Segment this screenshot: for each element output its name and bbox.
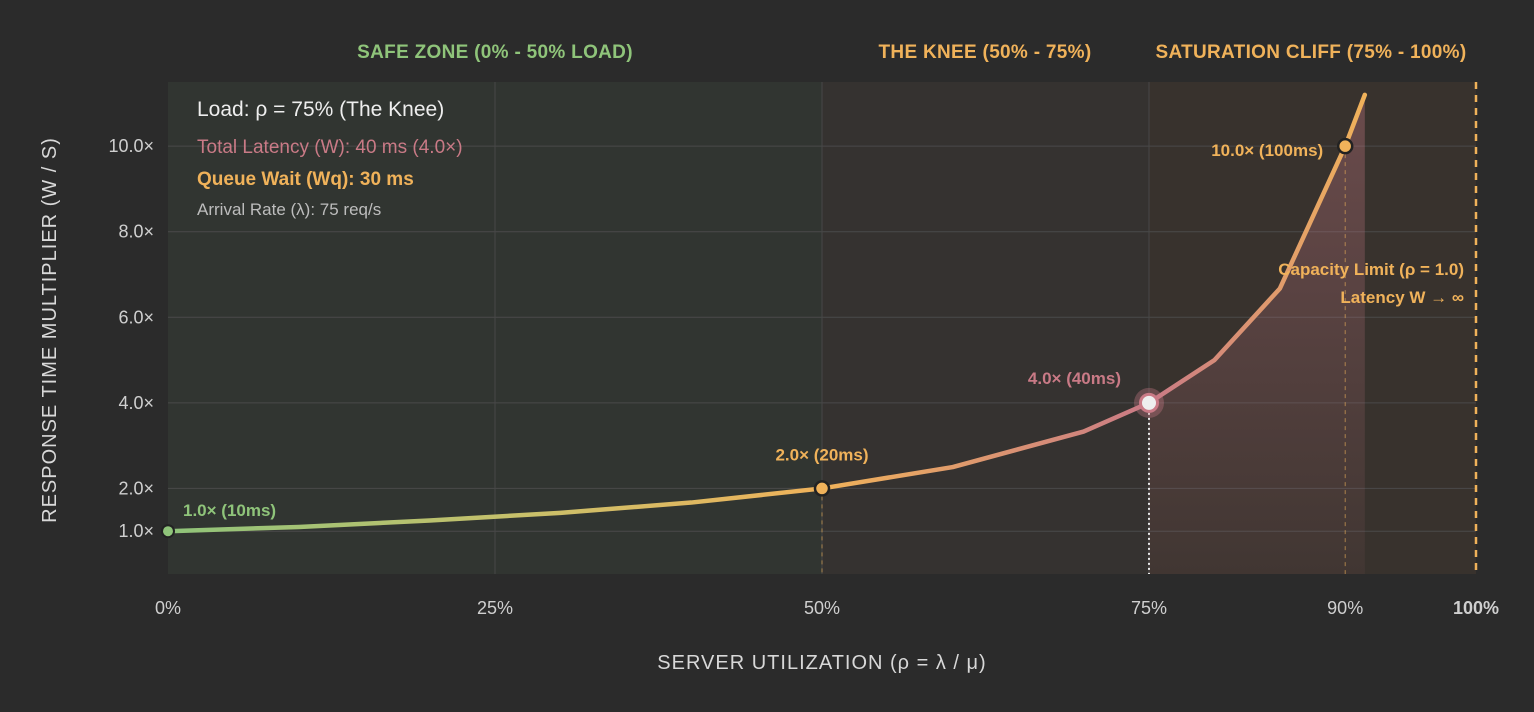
info-total-latency: Total Latency (W): 40 ms (4.0×) (197, 137, 463, 158)
y-tick-label-3: 6.0× (118, 307, 154, 327)
info-queue-wait: Queue Wait (Wq): 30 ms (197, 169, 414, 190)
x-tick-label-3: 75% (1131, 598, 1167, 618)
point-marker-0 (161, 524, 175, 539)
point-label-1: 2.0× (20ms) (775, 445, 868, 464)
y-axis-title: RESPONSE TIME MULTIPLIER (W / S) (39, 137, 61, 523)
tick-labels: 1.0× 2.0× 4.0× 6.0× 8.0× 10.0× 0% 25% 50% 75% 90% 1… (108, 136, 1499, 618)
y-tick-label-5: 10.0× (108, 136, 154, 156)
x-tick-label-0: 0% (155, 598, 181, 618)
point-marker-3 (1336, 137, 1354, 155)
info-load: Load: ρ = 75% (The Knee) (197, 98, 444, 121)
cliff-area-fill (1149, 94, 1365, 575)
zone-bg-knee (822, 82, 1149, 574)
series-lines (165, 92, 1368, 534)
point-label-2: 4.0× (40ms) (1028, 369, 1121, 388)
selected-marker (1139, 392, 1159, 413)
zone-title-knee: THE KNEE (50% - 75%) (879, 42, 1092, 63)
guide-lines (821, 82, 1478, 574)
y-tick-label-1: 2.0× (118, 478, 154, 498)
info-arrival-rate: Arrival Rate (λ): 75 req/s (197, 200, 381, 219)
point-label-3: 10.0× (100ms) (1211, 141, 1323, 160)
zone-title-safe: SAFE ZONE (0% - 50% LOAD) (357, 42, 633, 63)
point-label-0: 1.0× (10ms) (183, 501, 276, 520)
latency-curve (165, 92, 1368, 534)
y-tick-label-4: 8.0× (118, 222, 154, 242)
capacity-limit-label: Capacity Limit (ρ = 1.0) (1278, 260, 1464, 279)
area-fill (1149, 94, 1365, 575)
latency-infinity-label: Latency W → ∞ (1340, 288, 1464, 307)
x-tick-label-1: 25% (477, 598, 513, 618)
point-marker-1 (813, 480, 831, 497)
markers: 1.0× (10ms) 2.0× (20ms) 4.0× (40ms) 10.0× (… (161, 137, 1354, 539)
zone-title-cliff: SATURATION CLIFF (75% - 100%) (1156, 42, 1467, 63)
x-tick-label-4: 90% (1327, 598, 1363, 618)
x-axis-title: SERVER UTILIZATION (ρ = λ / μ) (657, 652, 986, 674)
x-tick-label-2: 50% (804, 598, 840, 618)
x-tick-label-5: 100% (1453, 598, 1499, 618)
y-tick-label-2: 4.0× (118, 393, 154, 413)
y-tick-label-0: 1.0× (118, 521, 154, 541)
